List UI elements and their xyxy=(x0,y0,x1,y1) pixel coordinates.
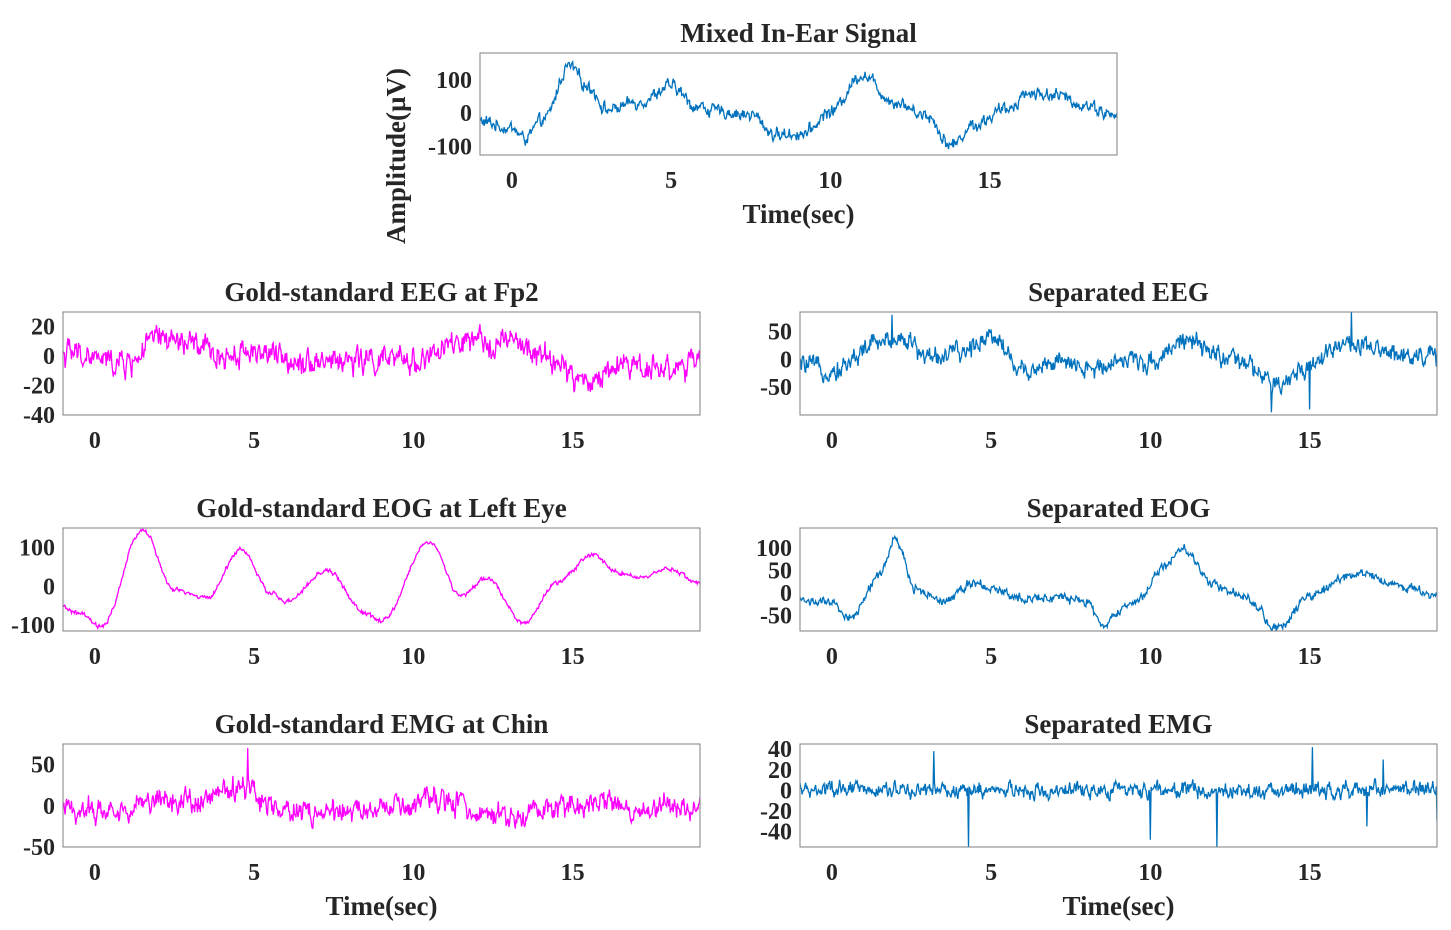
y-tick-label: 0 xyxy=(780,581,792,607)
x-tick-label: 10 xyxy=(1138,644,1162,670)
x-tick-label: 0 xyxy=(89,644,101,670)
y-axis-label: Amplitude(µV) xyxy=(381,68,411,244)
x-tick-label: 0 xyxy=(506,168,518,194)
series-line xyxy=(63,528,700,631)
x-axis-label: Time(sec) xyxy=(1063,891,1175,921)
y-tick-label: 0 xyxy=(43,574,55,600)
plot-frame xyxy=(62,527,701,632)
y-tick-label: -20 xyxy=(760,799,792,825)
plot-frame xyxy=(62,311,701,416)
plot-frame xyxy=(479,52,1118,156)
chart-title: Mixed In-Ear Signal xyxy=(680,18,917,48)
x-tick-label: 10 xyxy=(401,644,425,670)
chart-title: Gold-standard EMG at Chin xyxy=(215,709,549,739)
x-tick-label: 0 xyxy=(89,428,101,454)
x-tick-label: 15 xyxy=(561,644,585,670)
chart-title: Gold-standard EOG at Left Eye xyxy=(196,493,567,523)
y-tick-label: 100 xyxy=(756,536,792,562)
y-tick-label: 0 xyxy=(780,347,792,373)
x-tick-label: 15 xyxy=(1298,428,1322,454)
series-line xyxy=(63,324,700,393)
chart-eog-gold: 0 5 10 15 -100 0 100 Gold-standard EOG at Left … xyxy=(11,493,701,670)
y-tick-label: -50 xyxy=(760,603,792,629)
series-line xyxy=(63,748,700,830)
chart-title: Separated EMG xyxy=(1024,709,1212,739)
y-tick-label: 0 xyxy=(43,344,55,370)
x-tick-label: 0 xyxy=(826,644,838,670)
y-tick-label: -100 xyxy=(428,135,472,161)
y-tick-label: -40 xyxy=(760,820,792,846)
chart-emg-gold: 0 5 10 15 -50 0 50 Gold-standard EMG at Chin Tim… xyxy=(23,709,701,921)
series-line xyxy=(800,534,1437,631)
x-tick-label: 5 xyxy=(985,860,997,886)
x-tick-label: 10 xyxy=(1138,428,1162,454)
y-tick-label: 0 xyxy=(780,778,792,804)
y-tick-label: 50 xyxy=(768,559,792,585)
y-tick-label: -20 xyxy=(23,374,55,400)
x-axis-label: Time(sec) xyxy=(743,199,855,229)
x-tick-label: 0 xyxy=(826,428,838,454)
chart-title: Separated EOG xyxy=(1027,493,1211,523)
x-tick-label: 5 xyxy=(985,644,997,670)
plot-frame xyxy=(799,743,1438,848)
chart-mixed: 0 5 10 15 -100 0 100 Mixed In-Ear Signal Time(se… xyxy=(381,18,1118,244)
x-tick-label: 15 xyxy=(1298,860,1322,886)
x-tick-label: 5 xyxy=(248,428,260,454)
chart-eeg-gold: 0 5 10 15 -40 -20 0 20 Gold-standard EEG at Fp2 xyxy=(23,277,701,454)
x-tick-label: 5 xyxy=(248,860,260,886)
chart-title: Gold-standard EEG at Fp2 xyxy=(224,277,538,307)
series-line xyxy=(480,59,1117,150)
y-tick-label: 20 xyxy=(31,315,55,341)
x-tick-label: 0 xyxy=(89,860,101,886)
x-axis-label: Time(sec) xyxy=(326,891,438,921)
plot-frame xyxy=(799,311,1438,416)
x-tick-label: 10 xyxy=(818,168,842,194)
x-tick-label: 10 xyxy=(401,860,425,886)
y-tick-label: 20 xyxy=(768,758,792,784)
x-tick-label: 5 xyxy=(248,644,260,670)
y-tick-label: 0 xyxy=(460,101,472,127)
x-tick-label: 5 xyxy=(985,428,997,454)
x-tick-label: 0 xyxy=(826,860,838,886)
series-line xyxy=(800,747,1437,847)
y-tick-label: -50 xyxy=(23,835,55,861)
y-tick-label: 100 xyxy=(436,68,472,94)
x-tick-label: 15 xyxy=(978,168,1002,194)
y-tick-label: -50 xyxy=(760,375,792,401)
y-tick-label: 50 xyxy=(768,319,792,345)
plot-frame xyxy=(799,527,1438,632)
y-tick-label: 50 xyxy=(31,753,55,779)
x-tick-label: 10 xyxy=(401,428,425,454)
series-line xyxy=(800,312,1437,413)
y-tick-label: -40 xyxy=(23,403,55,429)
x-tick-label: 15 xyxy=(1298,644,1322,670)
chart-title: Separated EEG xyxy=(1028,277,1209,307)
y-tick-label: -100 xyxy=(11,613,55,639)
x-tick-label: 10 xyxy=(1138,860,1162,886)
x-tick-label: 5 xyxy=(665,168,677,194)
y-tick-label: 100 xyxy=(19,535,55,561)
x-tick-label: 15 xyxy=(561,428,585,454)
y-tick-label: 40 xyxy=(768,737,792,763)
y-tick-label: 0 xyxy=(43,794,55,820)
plot-frame xyxy=(62,743,701,848)
x-tick-label: 15 xyxy=(561,860,585,886)
